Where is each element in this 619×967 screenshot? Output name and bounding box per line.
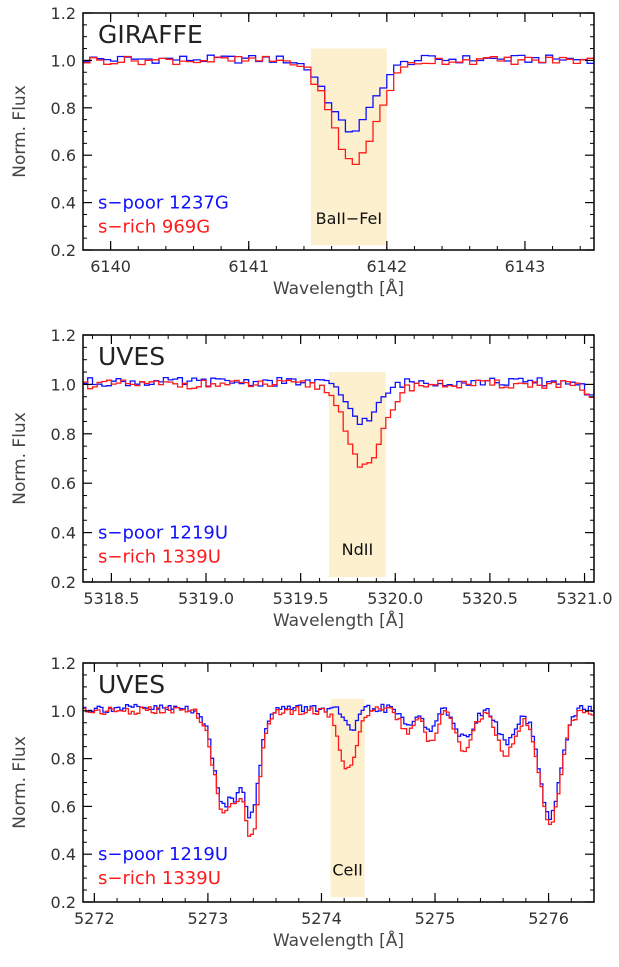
y-axis-label: Norm. Flux <box>10 736 30 829</box>
y-tick-label: 0.4 <box>51 194 76 213</box>
x-axis-label: Wavelength [Å] <box>273 929 404 951</box>
y-tick-label: 1.0 <box>51 51 76 70</box>
legend-entry: s−poor 1219U <box>98 844 228 865</box>
legend-entry: s−rich 1339U <box>98 547 221 568</box>
legend-entry: s−rich 1339U <box>98 868 221 889</box>
y-tick-label: 1.0 <box>51 702 76 721</box>
feature-label: BaII−FeI <box>316 209 383 228</box>
feature-band <box>310 48 387 246</box>
x-tick-label: 5276 <box>528 909 569 928</box>
feature-label: NdII <box>342 540 374 559</box>
panel-3: 0.2 0.4 0.6 0.8 1.0 1.2 5272 5273 5274 5275 5276 Wa… <box>10 654 595 951</box>
y-tick-label: 0.6 <box>51 474 76 493</box>
x-tick-label: 5272 <box>74 909 115 928</box>
x-tick-label: 6141 <box>228 257 269 276</box>
x-tick-label: 5319.0 <box>178 589 234 608</box>
x-axis-label: Wavelength [Å] <box>273 609 404 631</box>
x-axis-label: Wavelength [Å] <box>273 277 404 299</box>
y-tick-label: 1.2 <box>51 654 76 673</box>
feature-label: CeII <box>332 861 362 880</box>
y-tick-label: 0.6 <box>51 797 76 816</box>
y-tick-label: 0.8 <box>51 99 76 118</box>
x-tick-label: 5320.5 <box>462 589 518 608</box>
y-tick-label: 0.8 <box>51 750 76 769</box>
panel-1: 0.2 0.4 0.6 0.8 1.0 1.2 6140 6141 6142 6143 Wavele… <box>10 4 595 299</box>
y-tick-label: 0.2 <box>51 573 76 592</box>
y-tick-label: 1.2 <box>51 326 76 345</box>
panel-title: UVES <box>98 342 165 371</box>
x-tick-label: 5319.5 <box>273 589 329 608</box>
spectrum-s-rich <box>83 706 594 837</box>
panel-title: GIRAFFE <box>98 20 203 49</box>
y-tick-label: 0.2 <box>51 893 76 912</box>
x-tick-label: 6143 <box>505 257 546 276</box>
x-tick-label: 6140 <box>90 257 131 276</box>
y-axis-label: Norm. Flux <box>10 85 30 178</box>
y-tick-label: 1.2 <box>51 4 76 23</box>
y-tick-label: 0.6 <box>51 146 76 165</box>
legend-entry: s−poor 1237G <box>98 193 229 214</box>
x-tick-label: 5273 <box>188 909 229 928</box>
x-tick-label: 5321.0 <box>557 589 613 608</box>
y-tick-label: 0.2 <box>51 241 76 260</box>
legend-entry: s−rich 969G <box>98 217 210 238</box>
y-axis-label: Norm. Flux <box>10 412 30 505</box>
panel-2: 0.2 0.4 0.6 0.8 1.0 1.2 5318.5 5319.0 5319.5 5320… <box>10 326 613 631</box>
spectrum-s-rich <box>83 379 594 468</box>
y-tick-label: 0.4 <box>51 524 76 543</box>
x-tick-label: 5320.0 <box>367 589 423 608</box>
x-tick-label: 5318.5 <box>83 589 139 608</box>
y-tick-label: 1.0 <box>51 375 76 394</box>
spectrum-s-rich <box>83 55 594 166</box>
panel-title: UVES <box>98 670 165 699</box>
x-tick-label: 6142 <box>366 257 407 276</box>
x-tick-label: 5274 <box>301 909 342 928</box>
legend-entry: s−poor 1219U <box>98 523 228 544</box>
y-tick-label: 0.8 <box>51 425 76 444</box>
y-tick-label: 0.4 <box>51 845 76 864</box>
x-tick-label: 5275 <box>415 909 456 928</box>
spectrum-s-poor <box>83 703 594 821</box>
spectrum-s-poor <box>83 376 594 426</box>
